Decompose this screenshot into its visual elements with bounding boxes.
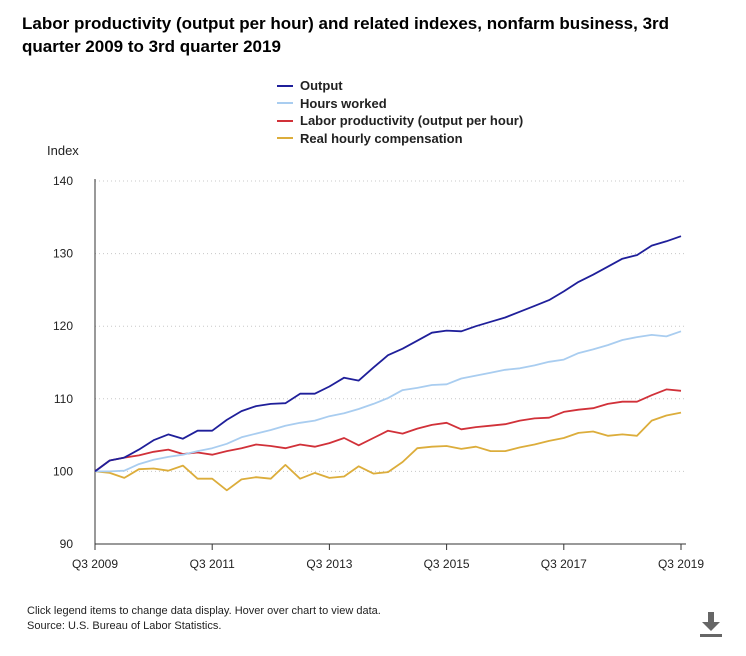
legend-label: Hours worked [300, 95, 387, 111]
download-icon[interactable] [700, 612, 722, 638]
legend: Output Hours worked Labor productivity (… [277, 77, 523, 147]
y-tick-label: 140 [53, 174, 73, 188]
x-tick-label: Q3 2013 [306, 557, 352, 571]
legend-item-output[interactable]: Output [277, 77, 523, 95]
legend-swatch [277, 137, 293, 140]
chart-title: Labor productivity (output per hour) and… [22, 14, 670, 56]
series-line-real-hourly-compensation[interactable] [94, 411, 682, 492]
series-line-output[interactable] [94, 235, 682, 473]
source-note: Source: U.S. Bureau of Labor Statistics. [27, 620, 222, 632]
y-tick-label: 130 [53, 247, 73, 261]
footer-notes: Click legend items to change data displa… [27, 604, 381, 634]
x-tick-label: Q3 2011 [190, 557, 235, 571]
y-tick-label: 110 [54, 392, 73, 406]
legend-item-hours-worked[interactable]: Hours worked [277, 95, 523, 113]
series-line-labor-productivity-output-per-hour[interactable] [94, 388, 682, 473]
series-line-hours-worked[interactable] [95, 330, 682, 473]
chart-instructions: Click legend items to change data displa… [27, 605, 381, 617]
legend-swatch [277, 84, 293, 87]
x-tick-label: Q3 2015 [424, 557, 470, 571]
y-tick-label: 90 [60, 537, 74, 551]
y-axis-label: Index [47, 143, 79, 158]
legend-item-labor-productivity[interactable]: Labor productivity (output per hour) [277, 112, 523, 130]
legend-label: Labor productivity (output per hour) [300, 113, 524, 129]
legend-swatch [277, 102, 293, 105]
legend-label: Real hourly compensation [300, 130, 463, 146]
line-chart[interactable]: 90 100 110 120 130 140 Q3 2009 Q3 2011 Q3 2013 Q3… [0, 0, 746, 600]
y-tick-label: 100 [53, 464, 73, 478]
x-tick-label: Q3 2019 [658, 557, 704, 571]
x-tick-label: Q3 2017 [541, 557, 587, 571]
legend-label: Output [300, 78, 343, 94]
legend-swatch [277, 119, 293, 122]
x-tick-label: Q3 2009 [72, 557, 118, 571]
legend-item-real-hourly-compensation[interactable]: Real hourly compensation [277, 130, 523, 148]
y-tick-label: 120 [53, 319, 73, 333]
